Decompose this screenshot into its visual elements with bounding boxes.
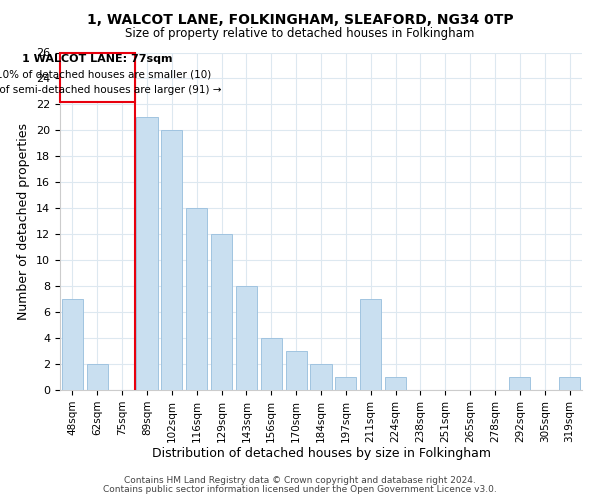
Text: 1 WALCOT LANE: 77sqm: 1 WALCOT LANE: 77sqm <box>22 54 173 64</box>
FancyBboxPatch shape <box>60 52 134 102</box>
Bar <box>186 208 207 390</box>
Text: 88% of semi-detached houses are larger (91) →: 88% of semi-detached houses are larger (… <box>0 85 221 95</box>
X-axis label: Distribution of detached houses by size in Folkingham: Distribution of detached houses by size … <box>151 448 491 460</box>
Text: Contains public sector information licensed under the Open Government Licence v3: Contains public sector information licen… <box>103 485 497 494</box>
Bar <box>261 338 282 390</box>
Text: ← 10% of detached houses are smaller (10): ← 10% of detached houses are smaller (10… <box>0 70 211 80</box>
Text: 1, WALCOT LANE, FOLKINGHAM, SLEAFORD, NG34 0TP: 1, WALCOT LANE, FOLKINGHAM, SLEAFORD, NG… <box>86 12 514 26</box>
Bar <box>236 286 257 390</box>
Bar <box>335 377 356 390</box>
Bar <box>509 377 530 390</box>
Bar <box>385 377 406 390</box>
Bar <box>87 364 108 390</box>
Y-axis label: Number of detached properties: Number of detached properties <box>17 122 31 320</box>
Bar <box>62 299 83 390</box>
Bar <box>360 299 381 390</box>
Bar <box>136 118 158 390</box>
Bar <box>286 351 307 390</box>
Bar <box>559 377 580 390</box>
Bar <box>161 130 182 390</box>
Text: Size of property relative to detached houses in Folkingham: Size of property relative to detached ho… <box>125 28 475 40</box>
Bar <box>310 364 332 390</box>
Bar <box>211 234 232 390</box>
Text: Contains HM Land Registry data © Crown copyright and database right 2024.: Contains HM Land Registry data © Crown c… <box>124 476 476 485</box>
